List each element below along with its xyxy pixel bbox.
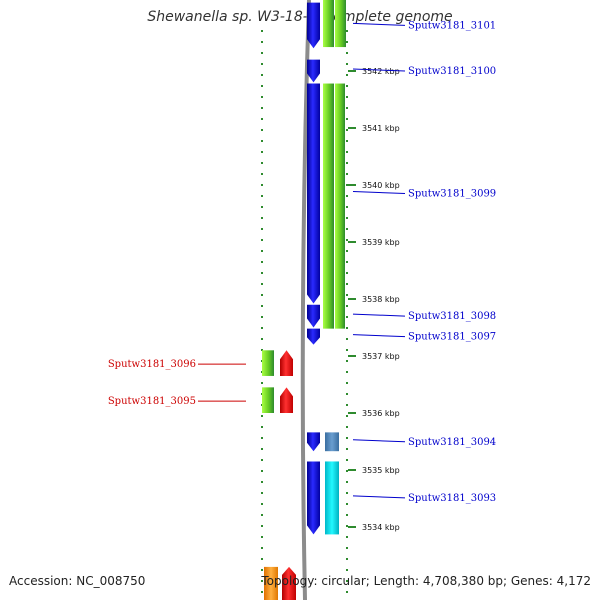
gene-arrow-sputw3181_3097[interactable] [307, 328, 320, 345]
cds-bar [262, 350, 274, 376]
gene-label-sputw3181_3094[interactable]: Sputw3181_3094 [408, 437, 496, 448]
gene-label-sputw3181_3093[interactable]: Sputw3181_3093 [408, 493, 496, 504]
gene-label-sputw3181_3096[interactable]: Sputw3181_3096 [108, 359, 196, 370]
gene-arrow-sputw3181_3099[interactable] [307, 83, 320, 304]
scale-axis: 3534 kbp 3535 kbp 3536 kbp 3537 kbp 3538 kbp… [348, 67, 400, 532]
accession-text: Accession: NC_008750 [9, 574, 146, 588]
gene-label-sputw3181_3099[interactable]: Sputw3181_3099 [408, 189, 496, 200]
gene-label-leader [352, 439, 406, 443]
gene-label-leader [352, 191, 406, 195]
gene-label-sputw3181_3100[interactable]: Sputw3181_3100 [408, 66, 496, 77]
gene-label-leader [352, 68, 406, 72]
genome-title: Shewanella sp. W3-18-1, complete genome [147, 9, 453, 25]
gene-arrow-sputw3181_3095[interactable] [280, 387, 293, 413]
gene-label-leader [352, 22, 406, 26]
scale-tick-label: 3541 kbp [362, 124, 400, 133]
gene-label-sputw3181_3097[interactable]: Sputw3181_3097 [408, 332, 496, 343]
gene-arrow-partial[interactable] [282, 566, 296, 600]
scale-tick-label: 3535 kbp [362, 466, 400, 475]
feature-bar [325, 461, 339, 535]
scale-tick-label: 3537 kbp [362, 352, 400, 361]
gene-label-sputw3181_3101[interactable]: Sputw3181_3101 [408, 20, 496, 31]
feature-track [262, 0, 346, 600]
scale-tick-label: 3538 kbp [362, 295, 400, 304]
scale-tick-label: 3540 kbp [362, 181, 400, 190]
scale-tick-label: 3542 kbp [362, 67, 400, 76]
gene-arrow-sputw3181_3101[interactable] [307, 2, 320, 49]
gene-arrow-sputw3181_3100[interactable] [307, 59, 320, 83]
genome-backbone-arc [300, 0, 311, 600]
feature-bar [325, 432, 339, 452]
scale-tick-label: 3536 kbp [362, 409, 400, 418]
gene-arrow-sputw3181_3094[interactable] [307, 432, 320, 452]
cds-bar [335, 83, 345, 329]
cds-bar [262, 387, 274, 413]
cds-bar [335, 0, 346, 48]
gene-label-sputw3181_3098[interactable]: Sputw3181_3098 [408, 311, 496, 322]
cds-bar [323, 0, 334, 48]
cds-bar [323, 83, 334, 329]
feature-bar [264, 566, 278, 600]
gene-arrow-sputw3181_3098[interactable] [307, 304, 320, 328]
scale-tick-label: 3534 kbp [362, 523, 400, 532]
gene-label-leader [352, 334, 406, 338]
gene-label-leader [352, 313, 406, 317]
gene-labels: Sputw3181_3101 Sputw3181_3100 Sputw3181_30… [108, 20, 496, 504]
gene-arrow-sputw3181_3093[interactable] [307, 461, 320, 535]
gene-label-leader [352, 495, 406, 499]
scale-tick-label: 3539 kbp [362, 238, 400, 247]
gene-track [280, 2, 320, 535]
gene-label-sputw3181_3095[interactable]: Sputw3181_3095 [108, 396, 196, 407]
topology-text: Topology: circular; Length: 4,708,380 bp… [261, 574, 591, 588]
gene-arrow-sputw3181_3096[interactable] [280, 350, 293, 376]
